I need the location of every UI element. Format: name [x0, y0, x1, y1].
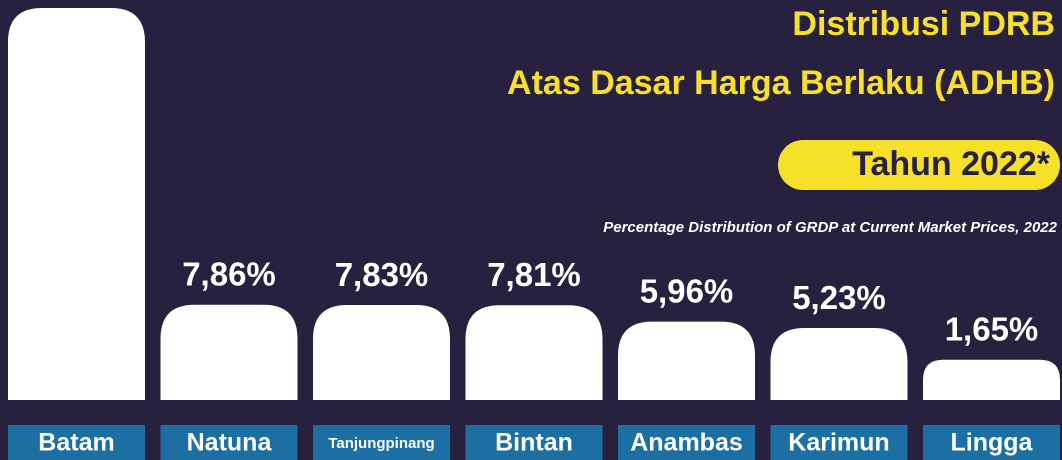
category-box [8, 425, 145, 460]
bar [8, 8, 145, 400]
bar [923, 359, 1060, 400]
value-label: 7,86% [182, 256, 276, 293]
chart-title-line: Atas Dasar Harga Berlaku (ADHB) [507, 64, 1055, 102]
bar [160, 304, 298, 400]
value-label: 7,81% [487, 256, 581, 293]
category-box [465, 425, 603, 460]
category-label: Lingga [951, 429, 1034, 457]
value-label: 5,96% [640, 272, 734, 309]
category-box [618, 425, 755, 460]
category-label: Batam [38, 429, 114, 457]
value-label: 5,23% [792, 279, 886, 316]
category-box [923, 425, 1060, 460]
value-label: 7,83% [335, 256, 429, 293]
bar [465, 305, 603, 400]
category-label: Anambas [630, 429, 743, 457]
bar [770, 328, 908, 400]
bar [313, 305, 450, 400]
year-badge [778, 140, 1060, 190]
category-box [313, 425, 450, 460]
category-box [160, 425, 298, 460]
bar [618, 321, 755, 400]
category-box [770, 425, 908, 460]
chart-title: Distribusi PDRB [792, 5, 1055, 43]
category-label: Natuna [187, 429, 273, 457]
category-label: Bintan [495, 429, 573, 457]
year-badge-text: Tahun 2022* [852, 145, 1051, 183]
value-label: 1,65% [945, 310, 1039, 347]
chart-subtitle: Percentage Distribution of GRDP at Curre… [603, 219, 1057, 236]
category-label: Karimun [788, 429, 889, 457]
category-label: Tanjungpinang [328, 435, 434, 452]
